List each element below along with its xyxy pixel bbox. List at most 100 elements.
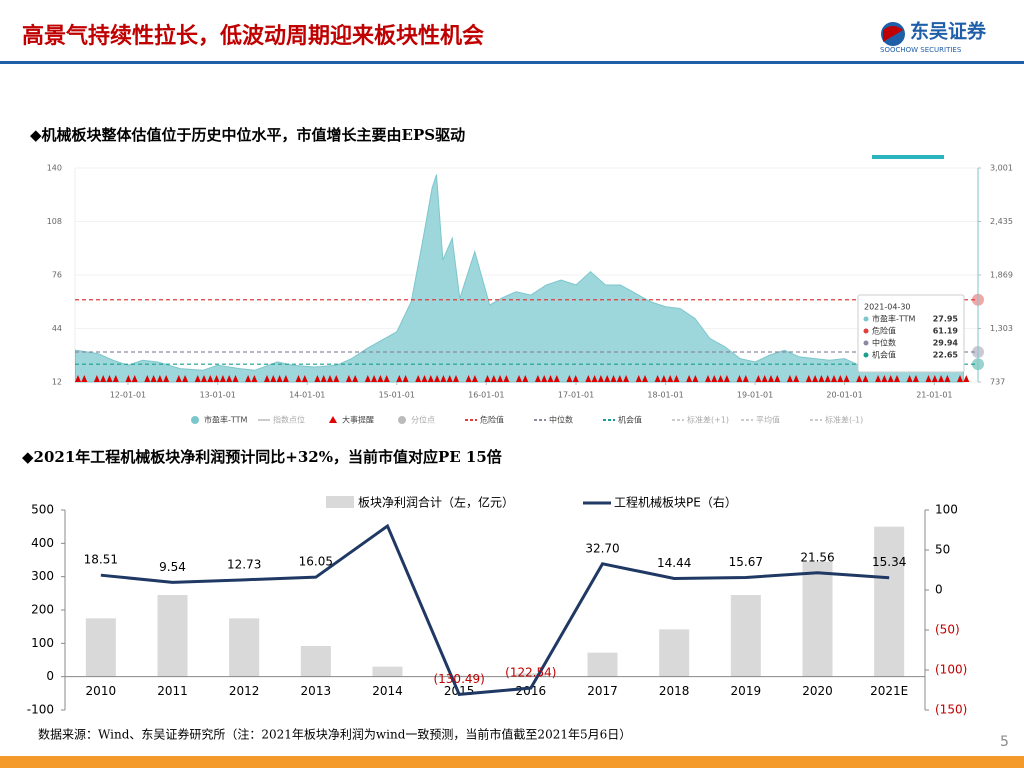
event-marker: [371, 375, 378, 382]
legend-label: 平均值: [756, 415, 780, 425]
event-marker: [736, 375, 743, 382]
event-marker: [352, 375, 359, 382]
event-marker: [944, 375, 951, 382]
event-marker: [421, 375, 428, 382]
data-label: 15.34: [872, 555, 906, 569]
event-marker: [692, 375, 699, 382]
event-marker: [591, 375, 598, 382]
logo-subtext: SOOCHOW SECURITIES: [880, 46, 962, 54]
x-tick-label: 2012: [229, 684, 260, 698]
legend-label: 机会值: [618, 415, 642, 425]
profit-pe-chart: -100 0 100 200 300 400 500 (150) (100) (50) 0 50 100…: [27, 495, 968, 717]
event-marker: [270, 375, 277, 382]
event-marker: [938, 375, 945, 382]
event-marker: [660, 375, 667, 382]
event-marker: [881, 375, 888, 382]
event-marker: [131, 375, 138, 382]
section-heading: ◆2021年工程机械板块净利润预计同比+32%，当前市值对应PE 15倍: [22, 448, 502, 466]
event-marker: [207, 375, 214, 382]
bar: [157, 595, 188, 677]
event-marker: [547, 375, 554, 382]
data-label: 18.51: [84, 553, 118, 567]
event-marker: [100, 375, 107, 382]
event-marker: [894, 375, 900, 382]
event-marker: [490, 375, 497, 382]
event-marker: [440, 375, 447, 382]
y-tick-label: 44: [52, 324, 62, 333]
y-tick-label: 400: [31, 536, 54, 550]
data-label: (130.49): [433, 672, 484, 686]
event-marker: [786, 375, 793, 382]
data-label: 15.67: [729, 555, 763, 569]
legend-label: 标准差(+1): [687, 415, 729, 425]
x-tick-label: 13-01-01: [200, 391, 236, 400]
y2-tick-label: (50): [935, 623, 960, 637]
tooltip-value: 29.94: [933, 339, 959, 348]
event-marker: [856, 375, 863, 382]
event-marker: [75, 375, 81, 382]
event-marker: [642, 375, 648, 382]
event-marker: [711, 375, 718, 382]
legend-label: 市盈率-TTM: [204, 415, 248, 425]
x-tick-label: 2010: [86, 684, 117, 698]
page-number: 5: [1000, 734, 1009, 750]
event-marker: [175, 375, 182, 382]
event-marker: [805, 375, 812, 382]
x-tick-label: 2019: [731, 684, 762, 698]
event-marker: [383, 375, 390, 382]
event-marker: [862, 375, 869, 382]
event-marker: [534, 375, 541, 382]
event-marker: [755, 375, 762, 382]
event-marker: [667, 375, 674, 382]
bar: [802, 561, 833, 677]
x-tick-label: 2020: [802, 684, 833, 698]
event-marker: [415, 375, 422, 382]
event-marker: [264, 375, 270, 382]
x-tick-label: 20-01-01: [826, 391, 862, 400]
bar: [300, 646, 331, 677]
legend-label: 分位点: [411, 415, 435, 425]
event-marker: [516, 375, 522, 382]
slide-title: 高景气持续性拉长，低波动周期迎来板块性机会: [22, 23, 484, 49]
event-marker: [396, 375, 403, 382]
event-marker: [497, 375, 504, 382]
legend-label: 大事提醒: [342, 415, 374, 425]
legend-label: 工程机械板块PE（右）: [614, 495, 737, 510]
event-marker: [219, 375, 226, 382]
y-tick-label: 300: [31, 569, 54, 583]
y2-tick-label: 737: [990, 378, 1005, 387]
logo-text: 东吴证券: [910, 20, 987, 43]
data-label: 9.54: [159, 560, 186, 574]
section-heading: ◆机械板块整体估值位于历史中位水平，市值增长主要由EPS驱动: [30, 126, 465, 144]
event-marker: [824, 375, 831, 382]
event-marker: [194, 375, 201, 382]
event-marker: [541, 375, 548, 382]
data-label: 16.05: [299, 555, 333, 569]
event-marker: [597, 375, 604, 382]
bar: [659, 629, 690, 677]
tooltip-dot: [863, 316, 869, 322]
event-marker: [831, 375, 837, 382]
event-marker: [465, 375, 472, 382]
tooltip-value: 22.65: [933, 351, 959, 360]
y2-tick-label: 100: [935, 503, 958, 517]
event-marker: [717, 375, 724, 382]
decoration: [872, 155, 944, 159]
legend-label: 指数点位: [273, 415, 305, 425]
footer-bar: [0, 756, 1024, 768]
data-label: 21.56: [800, 550, 834, 564]
event-marker: [875, 375, 882, 382]
legend-label: 板块净利润合计（左，亿元）: [358, 495, 514, 510]
event-marker: [182, 375, 189, 382]
event-marker: [150, 375, 157, 382]
event-marker: [81, 375, 88, 382]
event-marker: [566, 375, 573, 382]
x-tick-label: 18-01-01: [647, 391, 683, 400]
event-marker: [553, 375, 560, 382]
tooltip-label: 市盈率-TTM: [872, 314, 916, 324]
event-marker: [276, 375, 283, 382]
y-tick-label: 140: [47, 164, 62, 173]
bar: [874, 526, 905, 677]
y2-tick-label: 1,303: [990, 324, 1013, 333]
